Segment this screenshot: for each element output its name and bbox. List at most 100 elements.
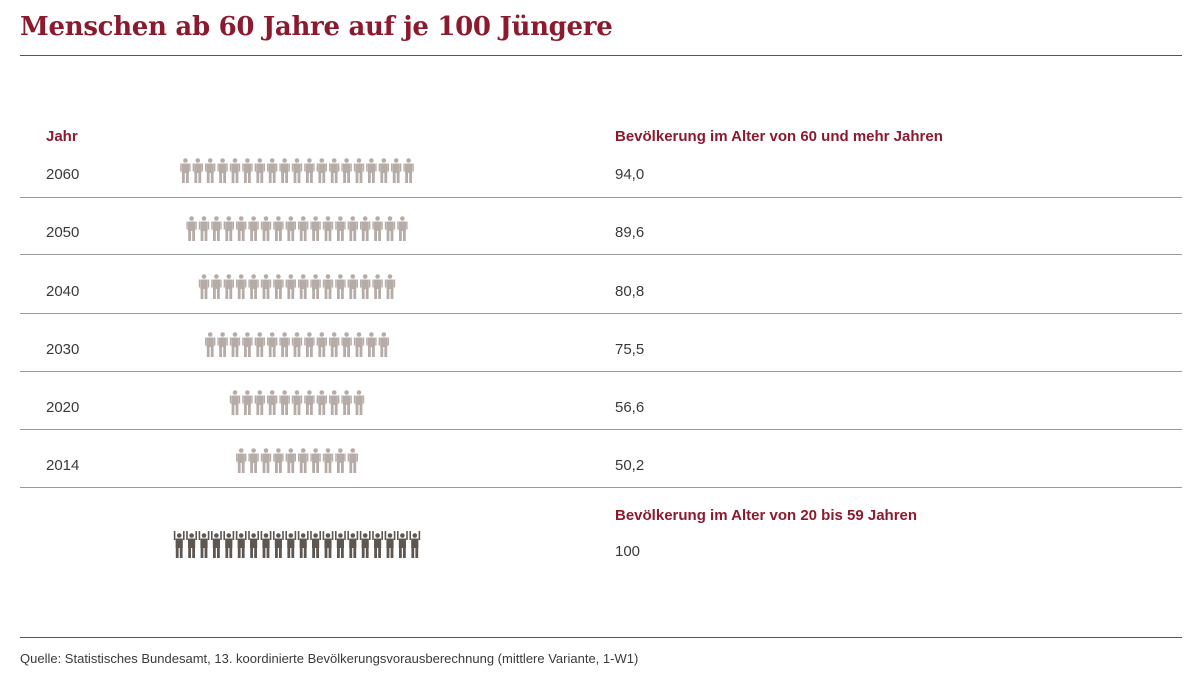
row-value-2030: 75,5 [615, 341, 645, 358]
row-value-2014: 50,2 [615, 457, 645, 474]
row-divider [20, 254, 1182, 255]
person-icon-2040 [310, 274, 321, 299]
person-icon-2014 [335, 448, 346, 473]
person-icon-2040 [347, 274, 358, 299]
person-icon-2030 [205, 332, 216, 357]
person-icon-2050 [397, 216, 408, 241]
row-year-2060: 2060 [46, 166, 80, 183]
person-icon-2040 [260, 274, 272, 299]
person-icon-2040 [223, 274, 234, 299]
person-icon-2030 [254, 332, 265, 357]
person-icon-2014 [248, 448, 259, 473]
person-icon-2060 [403, 158, 414, 183]
person-icon-2020 [316, 390, 327, 415]
person-icon-2060 [366, 158, 377, 183]
person-icon-2040 [273, 274, 284, 299]
person-icon-reference [322, 531, 334, 558]
person-icon-2040 [372, 274, 383, 299]
person-icon-reference [384, 531, 396, 558]
person-icon-2040 [322, 274, 334, 299]
person-icon-reference [198, 531, 210, 558]
person-icon-2050 [211, 216, 222, 241]
person-icon-2040 [285, 274, 296, 299]
person-icon-2014 [285, 448, 296, 473]
young-population-header: Bevölkerung im Alter von 20 bis 59 Jahre… [615, 507, 918, 524]
person-icon-reference [273, 531, 284, 558]
person-icon-2014 [310, 448, 321, 473]
person-icon-2050 [223, 216, 234, 241]
person-icon-2060 [329, 158, 340, 183]
person-icon-2030 [279, 332, 290, 357]
person-icon-reference [186, 531, 197, 558]
person-icon-reference [297, 531, 309, 558]
person-icon-reference [235, 531, 247, 558]
person-icon-2050 [285, 216, 296, 241]
person-icon-2030 [329, 332, 340, 357]
row-value-2040: 80,8 [615, 283, 645, 300]
footer-divider [20, 637, 1182, 638]
person-icon-reference [409, 531, 421, 558]
person-icon-2050 [310, 216, 321, 241]
person-icon-2050 [372, 216, 383, 241]
person-icon-2050 [360, 216, 371, 241]
person-icon-2020 [304, 390, 315, 415]
person-icon-2030 [217, 332, 228, 357]
person-icon-2020 [279, 390, 290, 415]
person-icon-2040 [335, 274, 346, 299]
person-icon-2050 [322, 216, 334, 241]
row-year-2050: 2050 [46, 224, 80, 241]
person-icon-2014 [347, 448, 358, 473]
person-icon-2014 [236, 448, 247, 473]
old-population-header: Bevölkerung im Alter von 60 und mehr Jah… [615, 128, 943, 145]
row-divider [20, 313, 1182, 314]
person-icon-2020 [254, 390, 265, 415]
person-icon-2060 [316, 158, 327, 183]
person-icon-reference [397, 531, 408, 558]
row-divider [20, 371, 1182, 372]
person-icon-2040 [298, 274, 309, 299]
person-icon-2060 [229, 158, 241, 183]
row-divider [20, 197, 1182, 198]
person-icon-2060 [192, 158, 203, 183]
person-icon-reference [248, 531, 259, 558]
person-icon-2060 [341, 158, 352, 183]
person-icon-2014 [298, 448, 309, 473]
person-icon-2060 [254, 158, 265, 183]
person-icon-2040 [360, 274, 371, 299]
person-icon-2014 [273, 448, 284, 473]
person-icon-2030 [316, 332, 327, 357]
person-icon-2040 [211, 274, 222, 299]
person-icon-2060 [205, 158, 216, 183]
person-icon-2060 [391, 158, 402, 183]
person-icon-2030 [229, 332, 241, 357]
person-icon-2040 [236, 274, 247, 299]
row-value-2060: 94,0 [615, 166, 645, 183]
person-icon-reference [260, 531, 272, 558]
person-icon-2050 [298, 216, 309, 241]
person-icon-2030 [291, 332, 303, 357]
person-icon-2050 [198, 216, 210, 241]
person-icon-reference [173, 531, 185, 558]
person-icon-2060 [291, 158, 303, 183]
person-icon-2020 [229, 390, 241, 415]
person-icon-2020 [353, 390, 365, 415]
chart-title: Menschen ab 60 Jahre auf je 100 Jüngere [20, 12, 613, 42]
person-icon-2050 [273, 216, 284, 241]
person-icon-2060 [242, 158, 253, 183]
year-column-header: Jahr [46, 128, 78, 145]
person-icon-2030 [304, 332, 315, 357]
person-icon-reference [359, 531, 371, 558]
title-divider [20, 55, 1182, 56]
person-icon-2014 [260, 448, 272, 473]
person-icon-reference [211, 531, 222, 558]
person-icon-2020 [329, 390, 340, 415]
row-value-2020: 56,6 [615, 399, 645, 416]
person-icon-2060 [378, 158, 389, 183]
person-icon-2020 [267, 390, 278, 415]
row-year-2030: 2030 [46, 341, 80, 358]
person-icon-reference [285, 531, 297, 558]
source-note: Quelle: Statistisches Bundesamt, 13. koo… [20, 651, 639, 666]
person-icon-2060 [267, 158, 278, 183]
person-icon-2060 [304, 158, 315, 183]
